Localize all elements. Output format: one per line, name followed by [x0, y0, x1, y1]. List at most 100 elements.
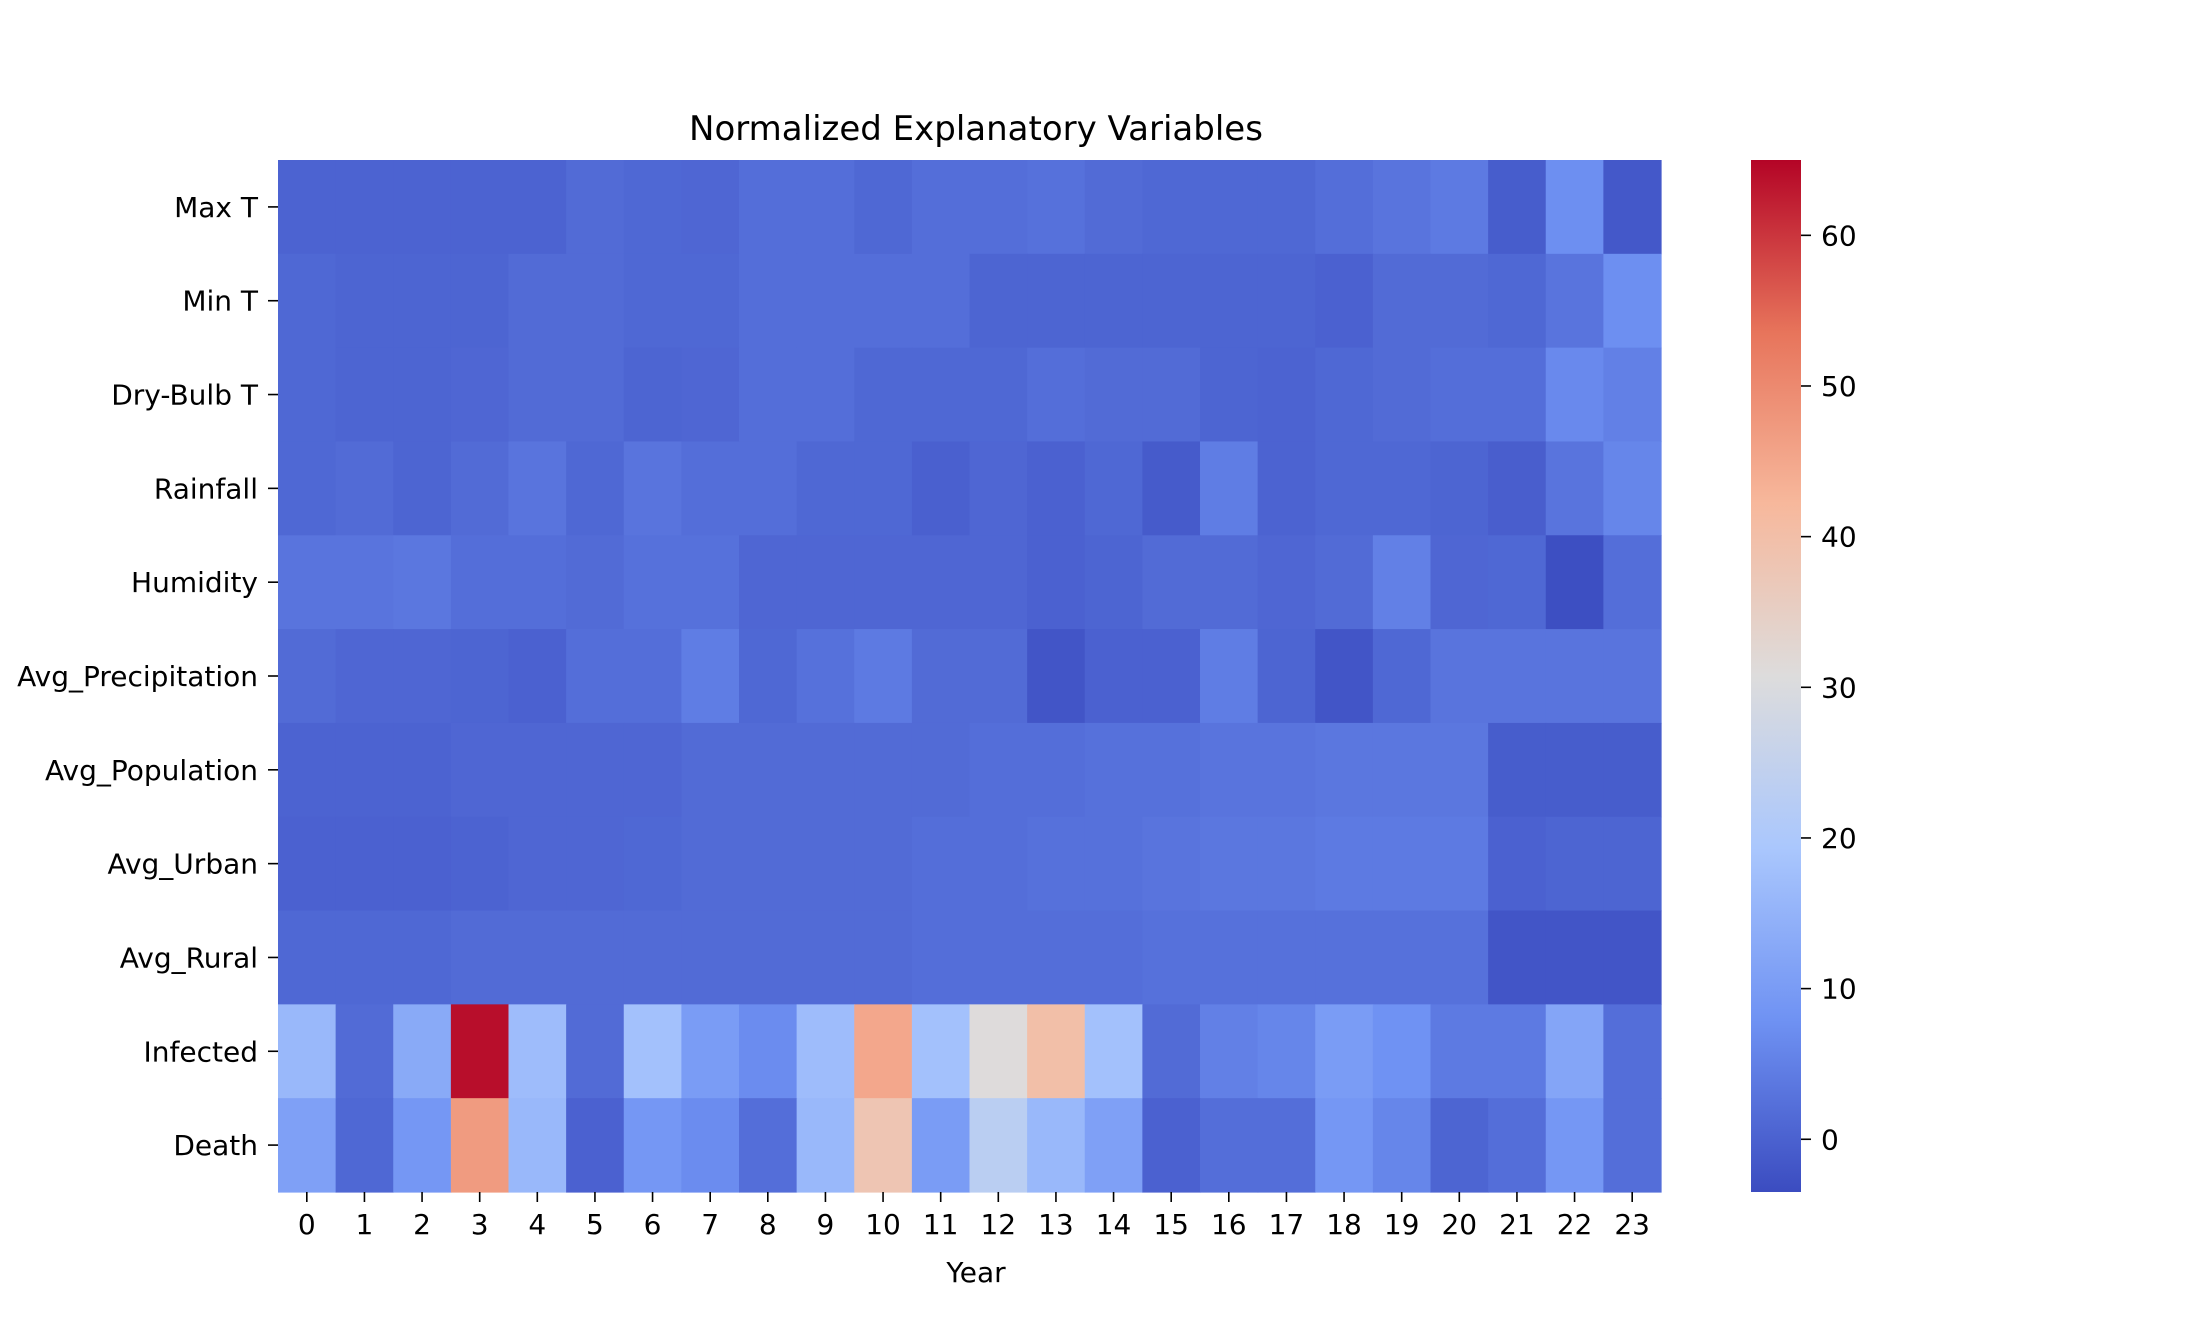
heatmap-cell: [969, 722, 1028, 818]
heatmap-cell: [1027, 347, 1086, 443]
heatmap-cell: [508, 1004, 567, 1099]
heatmap-cell: [854, 629, 913, 724]
heatmap-cell: [393, 816, 452, 912]
heatmap-cell: [854, 1004, 913, 1099]
heatmap-cell: [854, 1098, 913, 1193]
heatmap-cell: [393, 629, 452, 724]
heatmap-cell: [1200, 1004, 1259, 1099]
heatmap-cell: [1315, 722, 1374, 818]
y-tick-label: Max T: [174, 191, 259, 224]
heatmap-cell: [508, 629, 567, 724]
x-tick-label: 9: [817, 1208, 835, 1241]
heatmap-cell: [796, 347, 855, 443]
heatmap-cell: [1488, 1004, 1547, 1099]
heatmap-cell: [623, 347, 682, 443]
heatmap-cell: [335, 160, 394, 255]
heatmap-cell: [911, 816, 971, 912]
heatmap-cell: [1430, 1098, 1489, 1193]
heatmap-cell: [1257, 160, 1316, 255]
heatmap-cell: [1142, 535, 1201, 630]
heatmap-cell: [393, 253, 452, 349]
heatmap-cell: [1142, 1004, 1201, 1099]
heatmap-cell: [739, 535, 798, 630]
heatmap-cell: [1603, 347, 1662, 443]
heatmap-cell: [1488, 253, 1547, 349]
heatmap-cell: [1430, 441, 1489, 536]
heatmap-cell: [739, 253, 798, 349]
heatmap-cell: [796, 160, 855, 255]
heatmap-cell: [393, 160, 452, 255]
heatmap-cell: [1372, 535, 1432, 630]
heatmap-cell: [969, 160, 1028, 255]
heatmap-cell: [450, 1098, 510, 1193]
heatmap-cell: [1430, 535, 1489, 630]
heatmap-cell: [335, 722, 394, 818]
heatmap-cell: [739, 629, 798, 724]
heatmap-cell: [969, 1004, 1028, 1099]
heatmap-cell: [278, 1004, 337, 1099]
heatmap-cell: [1257, 629, 1316, 724]
heatmap-cell: [1603, 910, 1662, 1005]
x-tick-label: 12: [980, 1208, 1016, 1241]
heatmap-cell: [393, 910, 452, 1005]
heatmap-cell: [1603, 535, 1662, 630]
heatmap-cell: [623, 722, 682, 818]
heatmap-cell: [1027, 160, 1086, 255]
heatmap-cell: [1200, 816, 1259, 912]
heatmap-cell: [796, 1004, 855, 1099]
x-tick-label: 6: [644, 1208, 662, 1241]
heatmap-cell: [1142, 1098, 1201, 1193]
heatmap-cell: [508, 535, 567, 630]
heatmap-cell: [969, 535, 1028, 630]
heatmap-cell: [1603, 160, 1662, 255]
heatmap-cell: [278, 1098, 337, 1193]
heatmap-cell: [1027, 816, 1086, 912]
heatmap-cell: [623, 1098, 682, 1193]
heatmap-cell: [1027, 253, 1086, 349]
y-tick-label: Rainfall: [154, 472, 258, 505]
heatmap-cell: [1430, 722, 1489, 818]
heatmap-cell: [278, 910, 337, 1005]
heatmap-cell: [739, 441, 798, 536]
heatmap-cell: [1488, 816, 1547, 912]
heatmap-cell: [623, 160, 682, 255]
heatmap-cell: [1315, 1004, 1374, 1099]
heatmap-cell: [1603, 441, 1662, 536]
heatmap-cell: [393, 535, 452, 630]
heatmap-cell: [1430, 910, 1489, 1005]
heatmap-cell: [508, 253, 567, 349]
heatmap-cell: [1372, 160, 1432, 255]
x-tick-label: 8: [759, 1208, 777, 1241]
heatmap-cell: [1488, 629, 1547, 724]
heatmap-cell: [1142, 253, 1201, 349]
heatmap-cell: [854, 441, 913, 536]
heatmap-cell: [1488, 535, 1547, 630]
heatmap-cell: [1603, 253, 1662, 349]
heatmap-cell: [623, 535, 682, 630]
x-tick-label: 5: [586, 1208, 604, 1241]
heatmap-cells: [278, 160, 1662, 1193]
heatmap-cell: [681, 347, 740, 443]
x-tick-label: 10: [865, 1208, 901, 1241]
heatmap-cell: [450, 722, 510, 818]
heatmap-cell: [1603, 1098, 1662, 1193]
heatmap-cell: [278, 816, 337, 912]
heatmap-cell: [1603, 629, 1662, 724]
colorbar-tick-label: 0: [1821, 1123, 1839, 1156]
colorbar-tick-label: 20: [1821, 822, 1857, 855]
heatmap-cell: [508, 722, 567, 818]
y-tick-label: Dry-Bulb T: [111, 379, 259, 412]
heatmap-cell: [1545, 1004, 1604, 1099]
heatmap-cell: [681, 1098, 740, 1193]
heatmap-cell: [854, 253, 913, 349]
x-tick-label: 11: [923, 1208, 959, 1241]
heatmap-cell: [335, 816, 394, 912]
heatmap-cell: [566, 1098, 625, 1193]
heatmap-cell: [335, 441, 394, 536]
heatmap-cell: [681, 629, 740, 724]
heatmap-cell: [508, 441, 567, 536]
x-tick-label: 2: [413, 1208, 431, 1241]
heatmap-cell: [566, 160, 625, 255]
heatmap-cell: [911, 910, 971, 1005]
